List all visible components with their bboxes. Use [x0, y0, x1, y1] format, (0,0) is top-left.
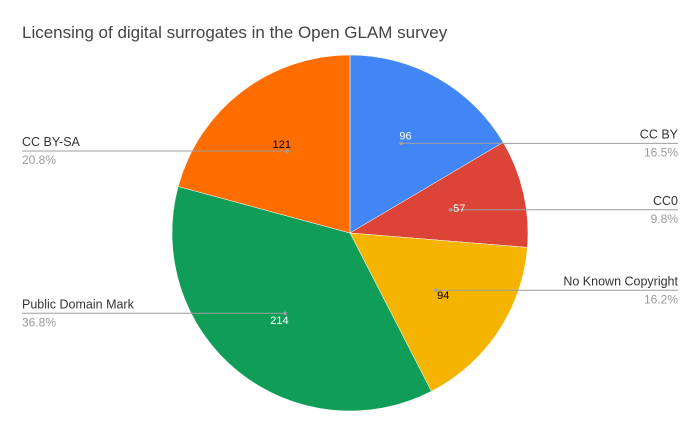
callout-name-cc-by-sa: CC BY-SA	[22, 135, 81, 149]
slice-value-public-domain-mark: 214	[270, 315, 288, 327]
slice-value-cc0: 57	[453, 203, 465, 215]
callout-percent-public-domain-mark: 36.8%	[22, 315, 56, 329]
pie-slices	[171, 54, 529, 412]
callout-name-public-domain-mark: Public Domain Mark	[22, 297, 135, 311]
callout-percent-cc-by: 16.5%	[644, 145, 678, 159]
slice-cc-by	[349, 54, 504, 234]
slice-no-known-copyright	[349, 232, 528, 392]
callout-leaders	[22, 141, 678, 316]
chart-title: Licensing of digital surrogates in the O…	[22, 23, 448, 42]
leader-dot-cc-by-sa	[285, 149, 290, 153]
callout-percent-cc0: 9.8%	[651, 212, 679, 226]
leader-dot-cc-by	[399, 141, 403, 146]
callout-name-cc-by: CC BY	[640, 127, 679, 141]
callout-name-cc0: CC0	[653, 194, 678, 208]
callout-percent-no-known-copyright: 16.2%	[644, 292, 678, 306]
slice-value-cc-by: 96	[399, 131, 411, 143]
slice-cc-by-sa	[177, 54, 351, 234]
leader-dot-public-domain-mark	[283, 311, 287, 316]
leader-dot-cc0	[448, 207, 453, 212]
slice-cc0	[349, 141, 529, 248]
callout-percent-cc-by-sa: 20.8%	[22, 153, 56, 167]
slice-value-cc-by-sa: 121	[273, 139, 291, 151]
slice-value-labels: 96 57 94 214 121	[270, 131, 465, 328]
callout-labels: CC BY 16.5% CC0 9.8% No Known Copyright 16.2%…	[22, 127, 679, 329]
callout-name-no-known-copyright: No Known Copyright	[563, 274, 678, 288]
leader-dot-no-known-copyright	[434, 288, 438, 293]
slice-value-no-known-copyright: 94	[437, 290, 449, 302]
slice-public-domain-mark	[171, 186, 432, 412]
